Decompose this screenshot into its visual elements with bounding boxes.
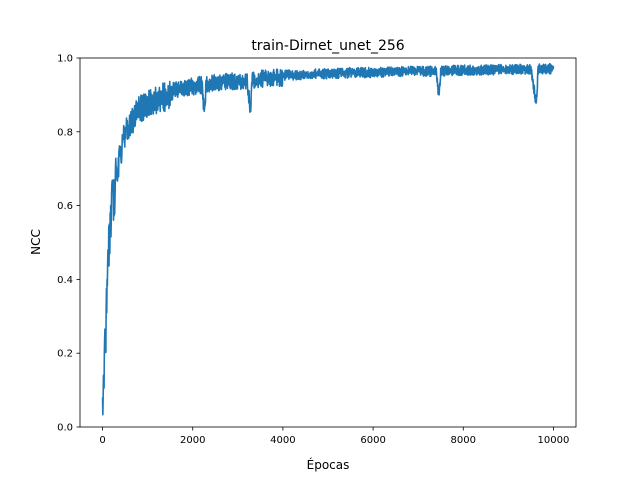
- y-tick-label: 0.2: [57, 349, 73, 360]
- x-axis: 0 2000 4000 6000 8000 10000: [99, 427, 569, 446]
- y-axis-label: NCC: [29, 229, 43, 255]
- x-tick-label: 8000: [451, 435, 476, 446]
- series-line-0: [101, 62, 555, 416]
- x-axis-label: Épocas: [307, 457, 350, 472]
- y-tick-label: 0.8: [57, 127, 73, 138]
- y-tick-label: 0.4: [57, 275, 73, 286]
- x-tick-label: 10000: [538, 435, 570, 446]
- chart-title: train-Dirnet_unet_256: [251, 38, 404, 54]
- plot-area: [79, 57, 577, 428]
- y-tick-label: 0.6: [57, 201, 73, 212]
- x-tick-label: 6000: [360, 435, 385, 446]
- y-tick-label: 0.0: [57, 423, 73, 434]
- y-axis: 0.0 0.2 0.4 0.6 0.8 1.0: [57, 54, 80, 434]
- y-tick-label: 1.0: [57, 54, 73, 65]
- plot-frame: [79, 57, 577, 428]
- x-tick-label: 0: [99, 435, 105, 446]
- x-tick-label: 2000: [180, 435, 205, 446]
- x-tick-label: 4000: [270, 435, 295, 446]
